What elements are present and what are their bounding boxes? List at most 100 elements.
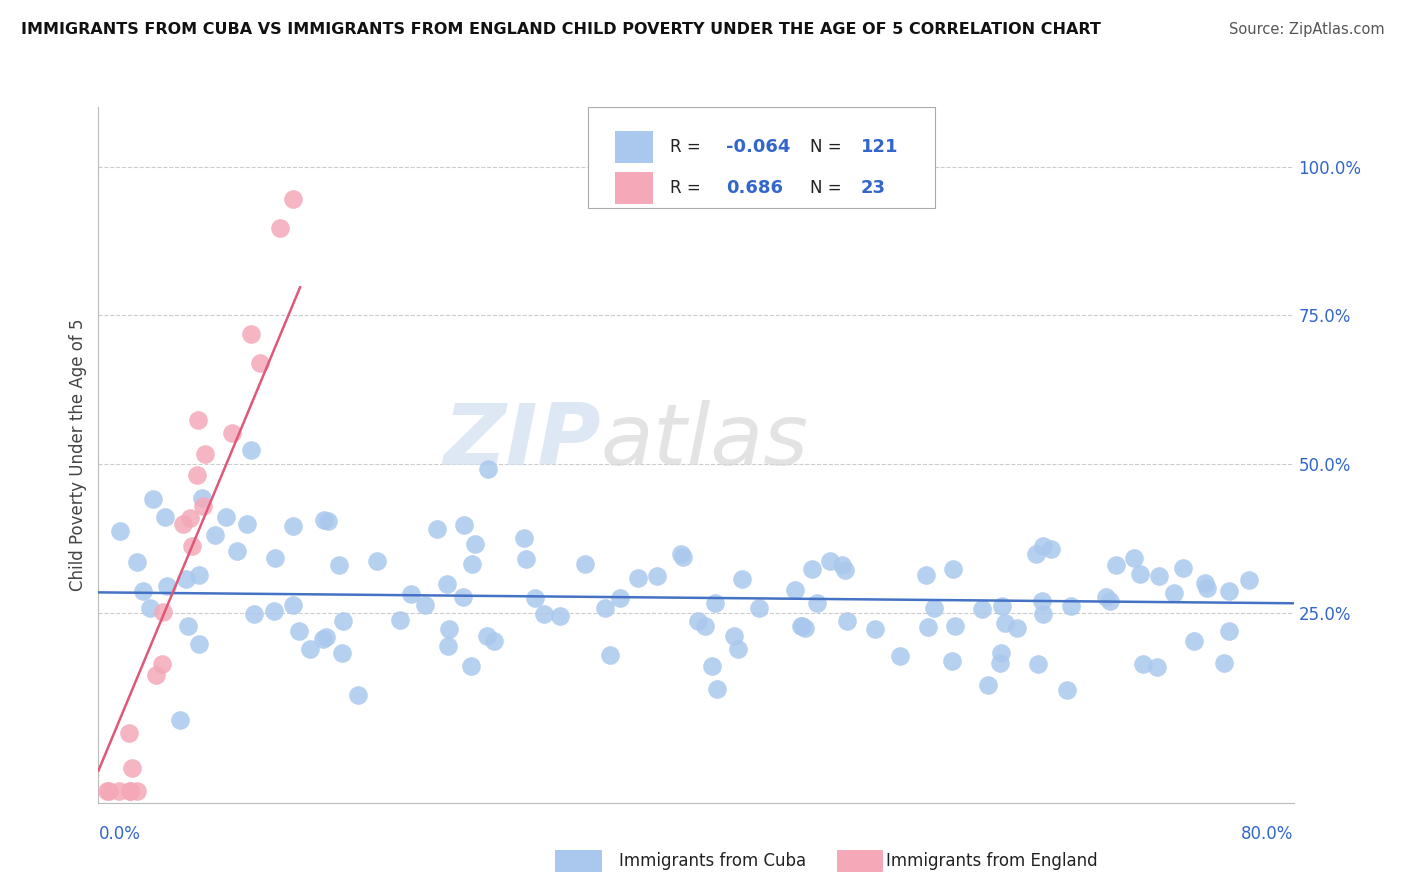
Point	[118, 784, 141, 798]
Point	[793, 621, 815, 635]
Point	[188, 568, 211, 582]
Text: N =: N =	[810, 138, 841, 156]
Point	[671, 547, 693, 561]
Point	[1129, 566, 1152, 581]
Point	[298, 641, 321, 656]
Point	[977, 678, 1000, 692]
Text: 80.0%: 80.0%	[1241, 825, 1294, 843]
Point	[152, 605, 174, 619]
Point	[191, 499, 214, 513]
Point	[917, 620, 939, 634]
Point	[180, 539, 202, 553]
Point	[831, 558, 853, 572]
Point	[346, 688, 368, 702]
Point	[194, 447, 217, 461]
Point	[191, 491, 214, 505]
Point	[889, 648, 911, 663]
Point	[425, 523, 447, 537]
Point	[512, 531, 534, 545]
Point	[389, 613, 412, 627]
Point	[453, 590, 475, 604]
Point	[332, 614, 354, 628]
Point	[145, 667, 167, 681]
Point	[593, 600, 616, 615]
Text: Source: ZipAtlas.com: Source: ZipAtlas.com	[1229, 22, 1385, 37]
Point	[1194, 575, 1216, 590]
Text: 23: 23	[860, 179, 886, 197]
Point	[533, 607, 555, 622]
Point	[990, 599, 1012, 613]
Point	[748, 601, 770, 615]
Point	[269, 221, 291, 235]
Text: Immigrants from England: Immigrants from England	[886, 852, 1098, 870]
Point	[482, 634, 505, 648]
Text: 0.686: 0.686	[725, 179, 783, 197]
Point	[1032, 607, 1054, 621]
Text: ZIP: ZIP	[443, 400, 600, 483]
Point	[226, 543, 249, 558]
Point	[235, 517, 257, 532]
Point	[204, 527, 226, 541]
Point	[328, 558, 350, 573]
Y-axis label: Child Poverty Under the Age of 5: Child Poverty Under the Age of 5	[69, 318, 87, 591]
Point	[242, 607, 264, 621]
Point	[1218, 624, 1240, 638]
Point	[700, 659, 723, 673]
Point	[515, 552, 537, 566]
Point	[1122, 551, 1144, 566]
Point	[1005, 621, 1028, 635]
Text: IMMIGRANTS FROM CUBA VS IMMIGRANTS FROM ENGLAND CHILD POVERTY UNDER THE AGE OF 5: IMMIGRANTS FROM CUBA VS IMMIGRANTS FROM …	[21, 22, 1101, 37]
Point	[125, 784, 148, 798]
Point	[1237, 574, 1260, 588]
Point	[477, 629, 499, 643]
Point	[156, 579, 179, 593]
Point	[820, 554, 842, 568]
Point	[1218, 584, 1240, 599]
Point	[790, 619, 813, 633]
Point	[169, 714, 191, 728]
Point	[942, 561, 965, 575]
Point	[693, 618, 716, 632]
Point	[176, 572, 198, 586]
Point	[1031, 593, 1053, 607]
Point	[96, 784, 118, 798]
Point	[179, 510, 201, 524]
Point	[703, 596, 725, 610]
Point	[1040, 542, 1063, 557]
Point	[215, 510, 238, 524]
Point	[138, 601, 160, 615]
Point	[731, 572, 754, 586]
Point	[1032, 539, 1054, 553]
Bar	[614, 172, 652, 203]
Point	[460, 658, 482, 673]
Point	[155, 509, 177, 524]
Point	[311, 632, 333, 646]
Text: R =: R =	[669, 138, 700, 156]
Point	[366, 554, 388, 568]
Point	[125, 555, 148, 569]
Point	[835, 615, 858, 629]
Point	[150, 657, 173, 671]
Point	[436, 576, 458, 591]
Point	[723, 629, 745, 643]
Point	[281, 192, 304, 206]
Point	[1213, 656, 1236, 670]
Text: Immigrants from Cuba: Immigrants from Cuba	[619, 852, 806, 870]
Point	[1095, 590, 1118, 604]
Point	[464, 536, 486, 550]
Text: R =: R =	[669, 179, 700, 197]
Point	[1056, 682, 1078, 697]
Point	[249, 356, 271, 370]
Point	[142, 491, 165, 506]
Point	[599, 648, 621, 663]
Point	[330, 646, 353, 660]
Point	[574, 558, 596, 572]
Text: -0.064: -0.064	[725, 138, 790, 156]
Point	[1195, 581, 1218, 595]
Point	[790, 619, 813, 633]
Point	[186, 468, 208, 483]
Point	[177, 618, 200, 632]
Point	[288, 624, 311, 639]
Point	[801, 562, 824, 576]
Point	[1060, 599, 1083, 614]
